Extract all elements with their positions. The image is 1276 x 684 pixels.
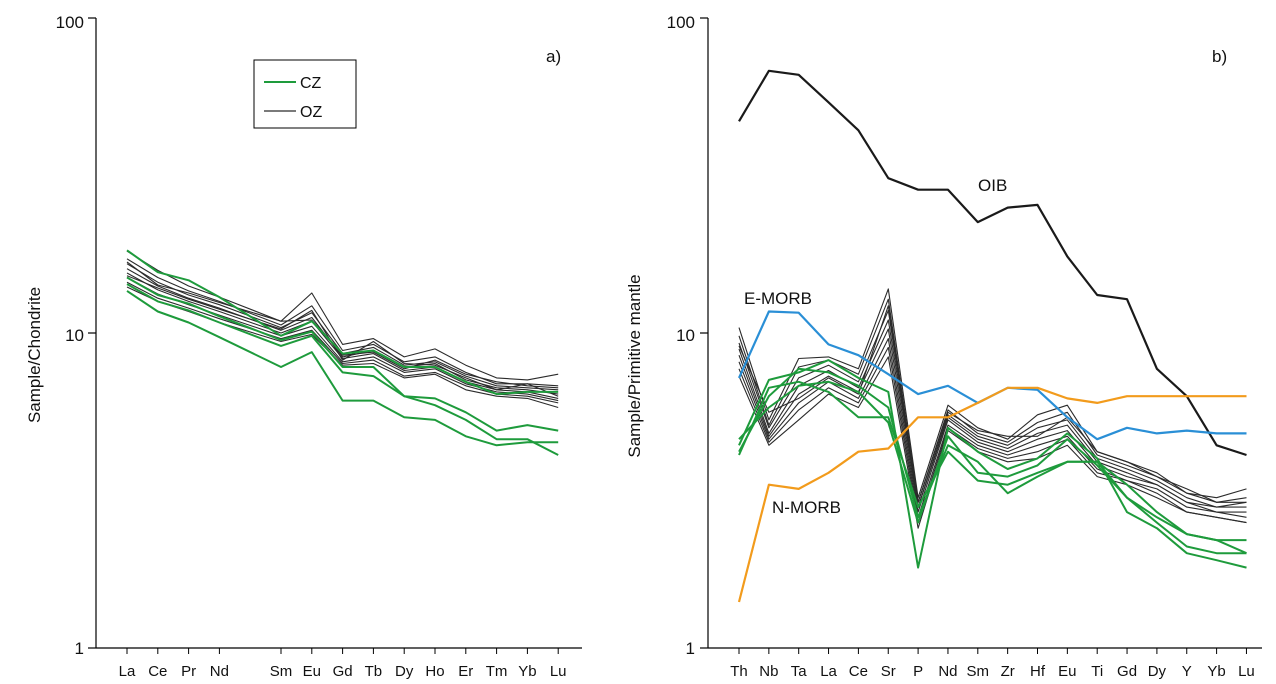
a-series-oz-line: [126, 272, 559, 399]
b-xtick-label: Nb: [759, 663, 778, 680]
b-xtick-label: Sm: [967, 663, 990, 680]
a-xtick-label: Tb: [365, 663, 383, 680]
b-xtick-label: Hf: [1030, 663, 1046, 680]
a-series-cz-line: [126, 283, 559, 456]
annotation-oib: OIB: [978, 176, 1007, 195]
panel-b-chart: Sample/Primitive mantle 1 10 100 b) OIB …: [625, 13, 1262, 680]
panel-b-label: b): [1212, 47, 1227, 66]
b-xtick-label: Yb: [1207, 663, 1225, 680]
panel-a-ylabel: Sample/Chondrite: [25, 287, 44, 423]
b-series-oz-line: [738, 309, 1247, 508]
legend-cz-label: CZ: [300, 75, 322, 92]
a-xtick-label: Eu: [303, 663, 321, 680]
b-series-cz-line: [738, 367, 1247, 542]
a-series-oz-line: [126, 261, 559, 389]
panel-b-ytick-100: 100: [667, 13, 695, 32]
b-xtick-label: Ce: [849, 663, 868, 680]
b-series-oz-line: [738, 346, 1247, 524]
panel-a-ytick-100: 100: [56, 13, 84, 32]
b-reference-oib-line: [738, 69, 1247, 457]
a-series-cz-line: [126, 290, 559, 447]
panel-a-ytick-10: 10: [65, 326, 84, 345]
a-xtick-label: Er: [458, 663, 473, 680]
b-xtick-label: P: [913, 663, 923, 680]
a-xtick-label: Yb: [518, 663, 536, 680]
b-xtick-label: Sr: [881, 663, 896, 680]
a-series-oz-line: [126, 258, 559, 387]
b-xtick-label: Zr: [1001, 663, 1015, 680]
b-series-cz-line: [738, 359, 1247, 569]
annotation-n-morb: N-MORB: [772, 498, 841, 517]
a-xtick-label: Lu: [550, 663, 567, 680]
a-xtick-label: Gd: [333, 663, 353, 680]
a-series-cz-line: [126, 276, 559, 432]
a-xtick-label: Sm: [270, 663, 293, 680]
b-xtick-label: Nd: [938, 663, 957, 680]
b-xtick-label: La: [820, 663, 837, 680]
a-xtick-label: Ce: [148, 663, 167, 680]
panel-a-chart: Sample/Chondrite 1 10 100 a) CZ OZ La Ce P…: [25, 13, 582, 680]
b-xtick-label: Dy: [1148, 663, 1167, 680]
b-series-oz-line: [738, 288, 1247, 499]
b-series-oz-line: [738, 305, 1247, 503]
panel-b-ylabel: Sample/Primitive mantle: [625, 274, 644, 457]
b-series-cz-line: [738, 380, 1247, 555]
panel-a-legend: CZ OZ: [253, 59, 357, 129]
panel-a-label: a): [546, 47, 561, 66]
a-series-oz-line: [126, 250, 559, 381]
a-xtick-label: Tm: [486, 663, 508, 680]
b-xtick-label: Y: [1182, 663, 1192, 680]
panel-a-legend-box: [253, 59, 357, 129]
a-xtick-label: La: [119, 663, 136, 680]
b-series-oz-line: [738, 328, 1247, 513]
b-reference-e-morb-line: [737, 310, 1247, 441]
panel-b-ytick-10: 10: [676, 326, 695, 345]
panel-b-ytick-1: 1: [686, 639, 695, 658]
b-xtick-label: Lu: [1238, 663, 1255, 680]
b-xtick-label: Ti: [1091, 663, 1103, 680]
b-xtick-label: Gd: [1117, 663, 1137, 680]
b-xtick-label: Ta: [791, 663, 808, 680]
a-xtick-label: Pr: [181, 663, 196, 680]
b-xtick-label: Th: [730, 663, 748, 680]
legend-oz-label: OZ: [300, 104, 322, 121]
b-series-oz-line: [738, 338, 1247, 518]
a-series-cz-line: [126, 249, 559, 396]
a-xtick-label: Dy: [395, 663, 414, 680]
panel-a-ytick-1: 1: [75, 639, 84, 658]
b-series-cz-line: [738, 380, 1247, 555]
b-reference-n-morb-line: [737, 386, 1247, 603]
b-xtick-label: Eu: [1058, 663, 1076, 680]
b-series-oz-line: [738, 356, 1247, 529]
a-xtick-label: Ho: [425, 663, 444, 680]
annotation-e-morb: E-MORB: [744, 289, 812, 308]
a-series-oz-line: [126, 275, 559, 397]
a-xtick-label: Nd: [210, 663, 229, 680]
